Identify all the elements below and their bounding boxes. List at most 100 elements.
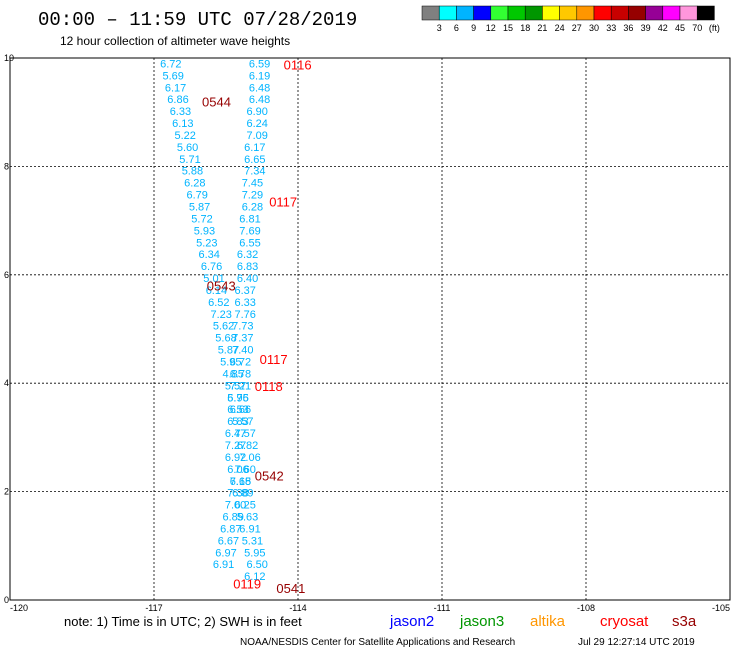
legend-s3a: s3a — [672, 613, 697, 630]
wave-height-label: 6.48 — [249, 94, 270, 106]
wave-height-label: 6.17 — [165, 82, 186, 94]
pass-time-labels: 0116 0544 0117 0543 0117 0118 0542 0119 0541 — [202, 58, 312, 597]
legend-altika: altika — [530, 613, 566, 630]
wave-height-label: 6.37 — [234, 285, 255, 297]
wave-height-label: 6.33 — [234, 297, 255, 309]
wave-height-label: 7.60 — [234, 464, 255, 476]
scale-label: 12 — [486, 23, 496, 33]
wave-height-label: 7.23 — [210, 309, 231, 321]
wave-height-label: 7.27 — [225, 440, 246, 452]
wave-height-label: 6.92 — [225, 452, 246, 464]
wave-height-label: 7.73 — [232, 321, 253, 333]
y-tick-label: 0 — [4, 595, 9, 605]
wave-height-label: 6.19 — [249, 70, 270, 82]
plot-frame — [9, 57, 731, 601]
wave-height-label: 5.31 — [242, 535, 263, 547]
pass-time-label: 0117 — [269, 195, 297, 210]
wave-height-label: 5.95 — [220, 357, 241, 369]
wave-height-label: 6.79 — [186, 190, 207, 202]
scale-swatch — [593, 5, 612, 21]
wave-height-label: 6.67 — [218, 535, 239, 547]
wave-height-label: 6.14 — [206, 285, 227, 297]
wave-height-label: 6.24 — [246, 118, 267, 130]
pass-time-label: 0117 — [260, 352, 288, 367]
chart-title: 00:00 – 11:59 UTC 07/28/2019 — [38, 9, 357, 31]
wave-height-label: 6.83 — [237, 261, 258, 273]
legend-cryosat: cryosat — [600, 613, 649, 630]
wave-height-label: 6.53 — [227, 404, 248, 416]
scale-swatch — [628, 5, 646, 21]
scale-swatch — [524, 5, 543, 21]
wave-height-label: 6.33 — [170, 106, 191, 118]
wave-height-label: 7.57 — [234, 428, 255, 440]
wave-height-label: 6.34 — [198, 249, 219, 261]
scale-label: 33 — [606, 23, 616, 33]
wave-height-label: 6.72 — [160, 58, 181, 70]
scale-label: 9 — [471, 23, 476, 33]
x-tick-label: -117 — [145, 603, 162, 613]
y-tick-label: 10 — [4, 53, 14, 63]
wave-height-label: 7.29 — [242, 190, 263, 202]
pass-time-label: 0542 — [255, 468, 284, 483]
wave-height-label: 7.45 — [242, 178, 263, 190]
x-tick-label: -111 — [434, 603, 451, 613]
legend-jason3: jason3 — [459, 613, 504, 630]
wave-height-label: 6.89 — [232, 488, 253, 500]
scale-label: 21 — [537, 23, 547, 33]
wave-height-label: 4.85 — [222, 368, 243, 380]
wave-height-label: 5.87 — [218, 345, 239, 357]
y-tick-label: 4 — [4, 378, 9, 388]
wave-height-label: 5.88 — [182, 166, 203, 178]
wave-height-label: 6.48 — [249, 82, 270, 94]
scale-swatch — [679, 5, 698, 21]
wave-height-label: 6.97 — [215, 547, 236, 559]
pass-time-label: 0541 — [276, 581, 305, 596]
wave-height-label: 5.95 — [244, 547, 265, 559]
wave-height-label: 6.82 — [237, 440, 258, 452]
wave-height-label: 5.75 — [227, 392, 248, 404]
satellite-legend: jason2 jason3 altika cryosat s3a — [389, 613, 697, 630]
wave-height-label: 7.40 — [232, 345, 253, 357]
wave-height-label: 6.65 — [244, 154, 265, 166]
wave-height-label: 6.81 — [239, 213, 260, 225]
wave-height-label: 6.90 — [246, 106, 267, 118]
color-scale-legend: 3 6 9 12 15 18 21 24 27 30 33 36 39 42 45 70 (ft) — [421, 5, 720, 33]
x-tick-label: -108 — [577, 603, 595, 613]
wave-height-label: 5.62 — [213, 321, 234, 333]
wave-height-label: 6.72 — [230, 357, 251, 369]
x-tick-label: -114 — [289, 603, 306, 613]
axis-ticks: -120 -117 -114 -111 -108 -105 0 2 4 6 8 10 — [4, 53, 730, 613]
scale-swatch — [645, 5, 664, 21]
x-tick-label: -105 — [712, 603, 730, 613]
scale-swatch — [576, 5, 595, 21]
scale-swatch — [473, 5, 492, 21]
scale-label: 27 — [572, 23, 582, 33]
pass-time-label: 0119 — [233, 577, 261, 592]
wave-height-label: 5.63 — [237, 512, 258, 524]
footer-note: note: 1) Time is in UTC; 2) SWH is in fe… — [64, 614, 302, 629]
wave-height-label: 6.66 — [230, 404, 251, 416]
wave-height-label: 6.89 — [222, 512, 243, 524]
y-tick-label: 6 — [4, 270, 9, 280]
wave-height-label: 6.83 — [227, 416, 248, 428]
scale-label: 24 — [555, 23, 565, 33]
scale-swatch — [456, 5, 474, 21]
scale-label: 45 — [675, 23, 685, 33]
wave-height-label: 6.12 — [244, 571, 265, 583]
scale-label: 70 — [692, 23, 702, 33]
wave-height-label: 7.21 — [230, 380, 251, 392]
pass-time-label: 0118 — [255, 379, 283, 394]
wave-height-label: 5.57 — [232, 416, 253, 428]
wave-height-label: 6.59 — [249, 58, 270, 70]
wave-height-label: 6.68 — [230, 476, 251, 488]
y-tick-label: 8 — [4, 161, 9, 171]
wave-height-label: 5.01 — [203, 273, 224, 285]
scale-swatch — [490, 5, 509, 21]
wave-height-label: 5.23 — [196, 237, 217, 249]
wave-height-label: 6.06 — [227, 464, 248, 476]
scale-swatch — [507, 5, 526, 21]
scale-swatch — [662, 5, 681, 21]
footer-timestamp: Jul 29 12:27:14 UTC 2019 — [578, 637, 695, 648]
